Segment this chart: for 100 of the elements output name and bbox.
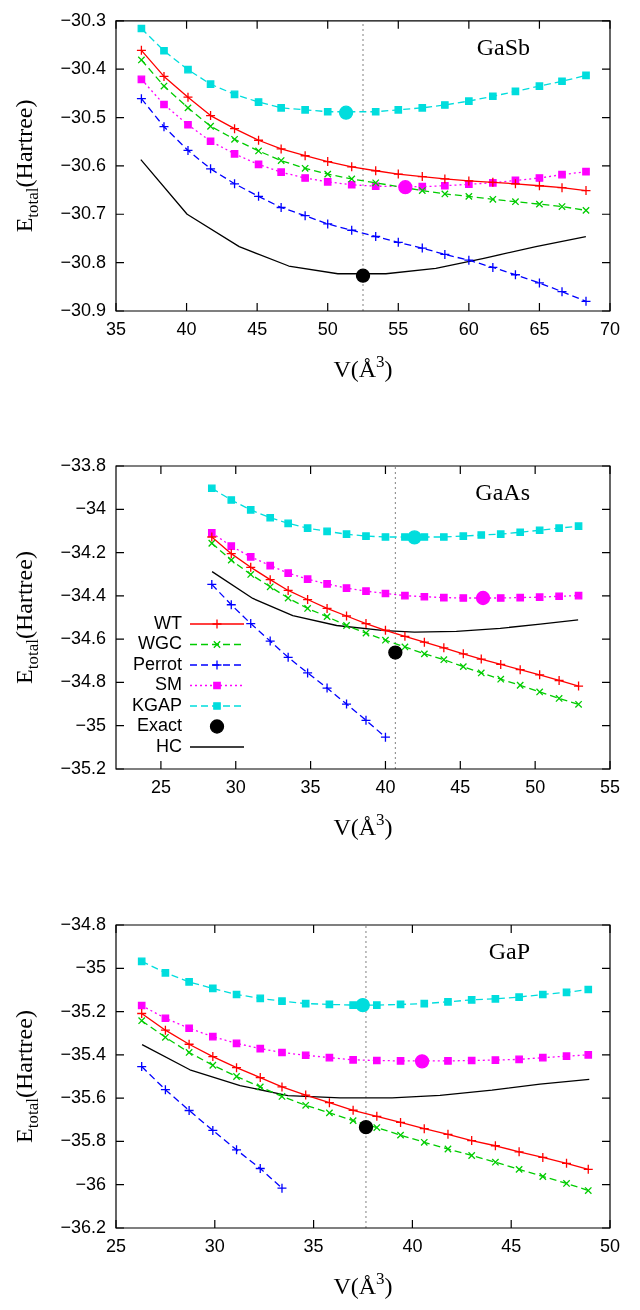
x-tick-label: 45	[450, 776, 471, 797]
point	[347, 180, 356, 189]
y-tick-label: −30.8	[60, 251, 106, 272]
point	[515, 993, 523, 1001]
point	[254, 147, 263, 155]
point	[161, 1033, 170, 1042]
y-axis-title: Etotal(Hartree)	[11, 1010, 42, 1143]
point	[580, 185, 592, 196]
point	[301, 174, 309, 182]
y-tick-label: −30.9	[60, 299, 106, 320]
point	[418, 186, 427, 195]
point	[491, 1158, 500, 1167]
y-axis-title: Etotal(Hartree)	[11, 99, 42, 233]
point	[420, 1138, 429, 1147]
point	[574, 700, 583, 709]
point	[444, 1057, 452, 1065]
point	[227, 542, 236, 550]
point	[185, 978, 193, 986]
y-tick-label: −30.5	[60, 106, 106, 127]
point	[515, 1165, 523, 1174]
x-tick-label: 30	[225, 776, 246, 797]
point	[355, 268, 371, 283]
point	[338, 105, 354, 120]
point	[401, 643, 409, 651]
point	[284, 569, 292, 577]
point	[417, 242, 428, 254]
point	[562, 1179, 571, 1188]
point	[511, 197, 520, 206]
point	[459, 594, 468, 602]
point	[420, 999, 429, 1008]
y-tick-label: −34	[75, 498, 106, 519]
point	[535, 82, 544, 90]
point	[246, 570, 255, 579]
point	[420, 650, 429, 658]
y-tick-label: −35.8	[60, 1130, 106, 1151]
point	[558, 77, 566, 86]
point	[184, 65, 192, 74]
point	[276, 1183, 288, 1194]
point	[230, 149, 239, 158]
point	[440, 593, 448, 602]
point	[301, 1051, 310, 1060]
point	[535, 526, 544, 535]
point	[323, 178, 332, 186]
point	[573, 680, 584, 692]
point	[207, 529, 216, 537]
text: GaAs	[475, 479, 530, 505]
point	[534, 669, 545, 680]
y-tick-label: −30.7	[60, 203, 106, 224]
point	[439, 173, 451, 185]
point	[535, 688, 544, 696]
legend-label: HC	[156, 735, 182, 756]
point	[207, 484, 216, 493]
point	[349, 1056, 357, 1064]
point	[277, 156, 285, 165]
point	[394, 105, 403, 114]
point	[206, 137, 215, 146]
point	[265, 635, 276, 647]
point	[323, 580, 331, 588]
text: GaP	[488, 938, 531, 964]
y-tick-label: −35.2	[60, 757, 106, 778]
point	[444, 998, 452, 1006]
y-tick-label: −34.8	[60, 913, 106, 934]
point	[341, 610, 352, 622]
point	[399, 631, 411, 642]
point	[303, 604, 312, 613]
point	[206, 122, 215, 131]
point	[347, 175, 356, 183]
point	[535, 200, 544, 208]
point	[584, 1186, 593, 1195]
point	[381, 533, 390, 541]
y-tick-label: −35.2	[60, 1000, 106, 1021]
point	[556, 182, 568, 193]
legend-label: Exact	[136, 715, 182, 736]
point	[256, 994, 265, 1003]
point	[463, 255, 475, 266]
point	[440, 655, 448, 664]
point	[256, 1044, 265, 1053]
point	[553, 675, 565, 686]
point	[349, 1116, 357, 1125]
y-tick-label: −35	[75, 957, 106, 978]
point	[360, 618, 372, 629]
point	[185, 1024, 193, 1033]
point	[301, 105, 309, 114]
point	[535, 593, 544, 601]
point	[555, 592, 563, 601]
point	[137, 957, 146, 966]
point	[277, 168, 285, 177]
point	[475, 590, 491, 606]
point	[325, 1109, 334, 1117]
point	[373, 1056, 381, 1065]
point	[414, 1054, 430, 1069]
point	[420, 533, 429, 541]
point	[256, 1083, 265, 1091]
point	[183, 1039, 195, 1050]
point	[230, 90, 239, 99]
point	[137, 56, 146, 64]
point	[323, 107, 332, 116]
legend-label: WT	[154, 612, 182, 633]
point	[538, 990, 547, 999]
point	[358, 1119, 374, 1135]
